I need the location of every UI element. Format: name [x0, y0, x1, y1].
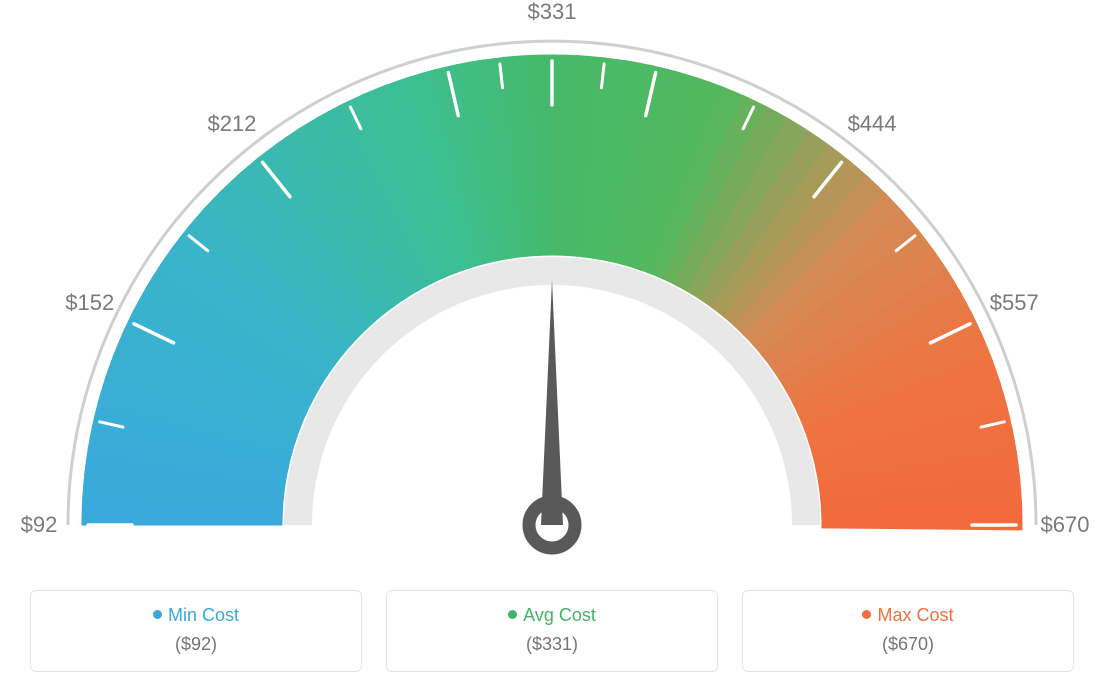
- legend-min: Min Cost ($92): [30, 590, 362, 672]
- legend-avg-title: Avg Cost: [387, 605, 717, 626]
- cost-gauge-widget: $92 $152 $212 $331 $444 $557 $670 Min Cost ($9…: [0, 0, 1104, 690]
- gauge-tick-label: $444: [848, 111, 897, 137]
- gauge-tick-label: $557: [990, 290, 1039, 316]
- legend-min-value: ($92): [31, 634, 361, 655]
- legend-max-label: Max Cost: [877, 605, 953, 625]
- legend-row: Min Cost ($92) Avg Cost ($331) Max Cost …: [30, 590, 1074, 672]
- legend-avg-dot: [508, 610, 517, 619]
- legend-avg-value: ($331): [387, 634, 717, 655]
- gauge-tick-label: $212: [207, 111, 256, 137]
- legend-max-dot: [862, 610, 871, 619]
- legend-avg: Avg Cost ($331): [386, 590, 718, 672]
- gauge-tick-label: $670: [1041, 512, 1090, 538]
- legend-min-label: Min Cost: [168, 605, 239, 625]
- legend-min-title: Min Cost: [31, 605, 361, 626]
- gauge-tick-label: $92: [21, 512, 58, 538]
- legend-max-title: Max Cost: [743, 605, 1073, 626]
- gauge-chart: $92 $152 $212 $331 $444 $557 $670: [0, 0, 1104, 560]
- gauge-tick-label: $331: [528, 0, 577, 25]
- legend-min-dot: [153, 610, 162, 619]
- legend-max-value: ($670): [743, 634, 1073, 655]
- legend-max: Max Cost ($670): [742, 590, 1074, 672]
- legend-avg-label: Avg Cost: [523, 605, 596, 625]
- gauge-svg: [0, 0, 1104, 560]
- gauge-tick-label: $152: [65, 290, 114, 316]
